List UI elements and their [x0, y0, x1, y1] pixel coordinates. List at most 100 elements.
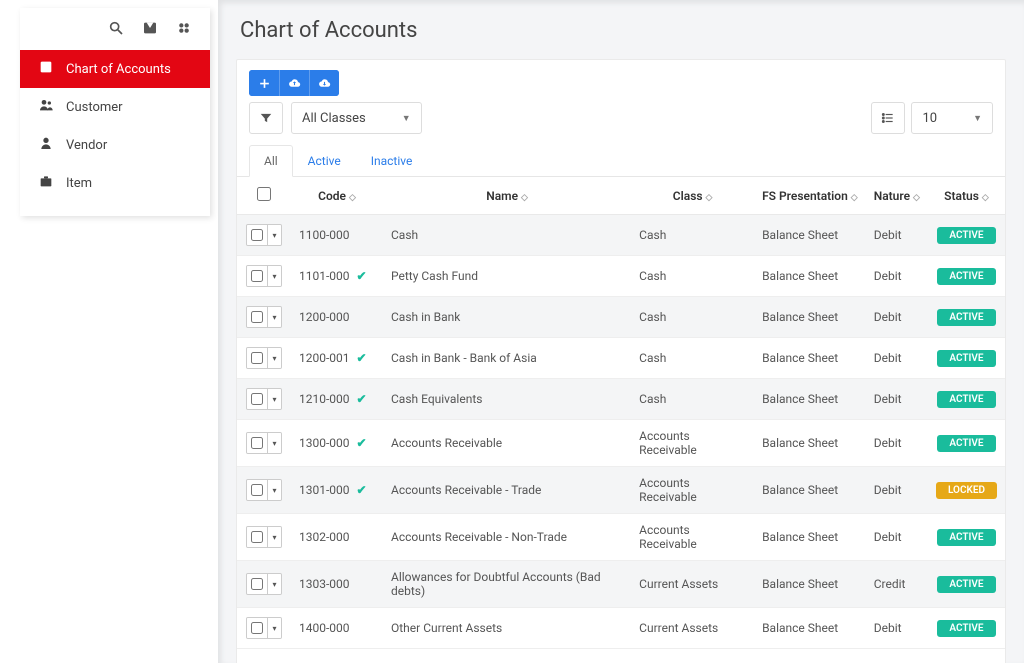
cell-status: ACTIVE — [928, 338, 1005, 379]
col-code[interactable]: Code◇ — [291, 177, 383, 215]
download-button[interactable] — [309, 70, 339, 96]
cell-class: Accounts Receivable — [631, 420, 754, 467]
cell-nature: Debit — [866, 338, 928, 379]
table-row[interactable]: ▾1300-000 ✔Accounts ReceivableAccounts R… — [237, 420, 1005, 467]
main-content: Chart of Accounts — [218, 0, 1024, 663]
cell-name: Accounts Receivable - Trade — [383, 467, 631, 514]
cell-fs: Balance Sheet — [754, 561, 866, 608]
row-select[interactable]: ▾ — [246, 526, 282, 548]
cell-class: Cash — [631, 215, 754, 256]
table-row[interactable]: ▾1200-001 ✔Cash in Bank - Bank of AsiaCa… — [237, 338, 1005, 379]
tab-active[interactable]: Active — [293, 145, 356, 177]
chevron-down-icon[interactable]: ▾ — [267, 266, 281, 286]
cell-nature: Debit — [866, 379, 928, 420]
cell-status: ACTIVE — [928, 297, 1005, 338]
row-select[interactable]: ▾ — [246, 479, 282, 501]
col-class[interactable]: Class◇ — [631, 177, 754, 215]
cell-name: Petty Cash Fund — [383, 256, 631, 297]
status-badge: ACTIVE — [937, 391, 995, 408]
cell-nature: Debit — [866, 420, 928, 467]
inbox-icon[interactable] — [142, 20, 158, 40]
table-row[interactable]: ▾1200-000Cash in BankCashBalance SheetDe… — [237, 297, 1005, 338]
cell-fs: Balance Sheet — [754, 338, 866, 379]
col-nature[interactable]: Nature◇ — [866, 177, 928, 215]
table-row[interactable]: ▾ 1303-000Allowances for Doubtful Account… — [237, 561, 1005, 608]
table-row[interactable]: ▾1302-000Accounts Receivable - Non-Trade… — [237, 514, 1005, 561]
tab-inactive[interactable]: Inactive — [356, 145, 428, 177]
settings-icon[interactable] — [176, 20, 192, 40]
list-view-button[interactable] — [871, 102, 905, 134]
table-row[interactable]: ▾1101-000 ✔Petty Cash FundCashBalance Sh… — [237, 256, 1005, 297]
status-badge: LOCKED — [936, 482, 997, 499]
sidebar-item-vendor[interactable]: Vendor — [20, 126, 210, 164]
cell-name: Allowances for Doubtful Accounts (Bad de… — [383, 561, 631, 608]
row-select-cell: ▾ — [237, 561, 291, 608]
col-status[interactable]: Status◇ — [928, 177, 1005, 215]
status-badge: ACTIVE — [937, 227, 995, 244]
chevron-down-icon[interactable]: ▾ — [267, 433, 281, 453]
chevron-down-icon[interactable]: ▾ — [267, 527, 281, 547]
chevron-down-icon[interactable]: ▾ — [267, 574, 281, 594]
cell-fs: Balance Sheet — [754, 608, 866, 649]
check-icon: ✔ — [357, 351, 367, 365]
row-select-cell: ▾ — [237, 338, 291, 379]
upload-button[interactable] — [279, 70, 309, 96]
class-filter-dropdown[interactable]: All Classes ▼ — [291, 102, 422, 134]
chevron-down-icon[interactable]: ▾ — [267, 480, 281, 500]
sidebar-item-label: Vendor — [66, 138, 107, 153]
table-row[interactable]: ▾1100-000CashCashBalance SheetDebitACTIV… — [237, 215, 1005, 256]
cell-name: Accounts Receivable — [383, 420, 631, 467]
coa-icon — [38, 59, 54, 79]
row-select[interactable]: ▾ — [246, 573, 282, 595]
check-icon: ✔ — [357, 269, 367, 283]
cell-class: Accounts Receivable — [631, 514, 754, 561]
row-select[interactable]: ▾ — [246, 347, 282, 369]
cell-status: ACTIVE — [928, 608, 1005, 649]
page-title: Chart of Accounts — [240, 18, 1006, 43]
row-select[interactable]: ▾ — [246, 306, 282, 328]
sidebar-item-coa[interactable]: Chart of Accounts — [20, 50, 210, 88]
sidebar: Chart of Accounts Customer Vendor Item — [20, 8, 210, 216]
customer-icon — [38, 97, 54, 117]
page-size-dropdown[interactable]: 10 ▼ — [911, 102, 993, 134]
chevron-down-icon: ▼ — [973, 113, 982, 124]
chevron-down-icon[interactable]: ▾ — [267, 307, 281, 327]
row-select[interactable]: ▾ — [246, 617, 282, 639]
cell-name: Cash Equivalents — [383, 379, 631, 420]
chevron-down-icon[interactable]: ▾ — [267, 348, 281, 368]
search-icon[interactable] — [108, 20, 124, 40]
cell-fs: Balance Sheet — [754, 379, 866, 420]
col-fs[interactable]: FS Presentation◇ — [754, 177, 866, 215]
chevron-down-icon[interactable]: ▾ — [267, 389, 281, 409]
cell-code: 1303-000 — [291, 561, 383, 608]
chevron-down-icon[interactable]: ▾ — [267, 225, 281, 245]
cell-fs: Balance Sheet — [754, 297, 866, 338]
pagination: 1234567...14 — [237, 649, 1005, 663]
row-select[interactable]: ▾ — [246, 224, 282, 246]
vendor-icon — [38, 135, 54, 155]
row-select[interactable]: ▾ — [246, 265, 282, 287]
cell-fs: Balance Sheet — [754, 420, 866, 467]
sidebar-item-label: Item — [66, 176, 92, 191]
row-select[interactable]: ▾ — [246, 432, 282, 454]
status-badge: ACTIVE — [937, 620, 995, 637]
filter-row: All Classes ▼ 10 ▼ — [237, 102, 1005, 144]
col-name[interactable]: Name◇ — [383, 177, 631, 215]
cell-class: Current Assets — [631, 561, 754, 608]
cell-nature: Debit — [866, 297, 928, 338]
status-badge: ACTIVE — [937, 350, 995, 367]
chevron-down-icon[interactable]: ▾ — [267, 618, 281, 638]
add-button[interactable] — [249, 70, 279, 96]
row-select[interactable]: ▾ — [246, 388, 282, 410]
cell-nature: Debit — [866, 514, 928, 561]
sidebar-item-item[interactable]: Item — [20, 164, 210, 202]
tab-all[interactable]: All — [249, 145, 293, 177]
table-row[interactable]: ▾1400-000Other Current AssetsCurrent Ass… — [237, 608, 1005, 649]
select-all-header[interactable] — [237, 177, 291, 215]
cell-nature: Debit — [866, 467, 928, 514]
table-row[interactable]: ▾1210-000 ✔Cash EquivalentsCashBalance S… — [237, 379, 1005, 420]
table-row[interactable]: ▾1301-000 ✔Accounts Receivable - TradeAc… — [237, 467, 1005, 514]
filter-button[interactable] — [249, 102, 283, 134]
sidebar-item-label: Chart of Accounts — [66, 62, 171, 77]
sidebar-item-customer[interactable]: Customer — [20, 88, 210, 126]
